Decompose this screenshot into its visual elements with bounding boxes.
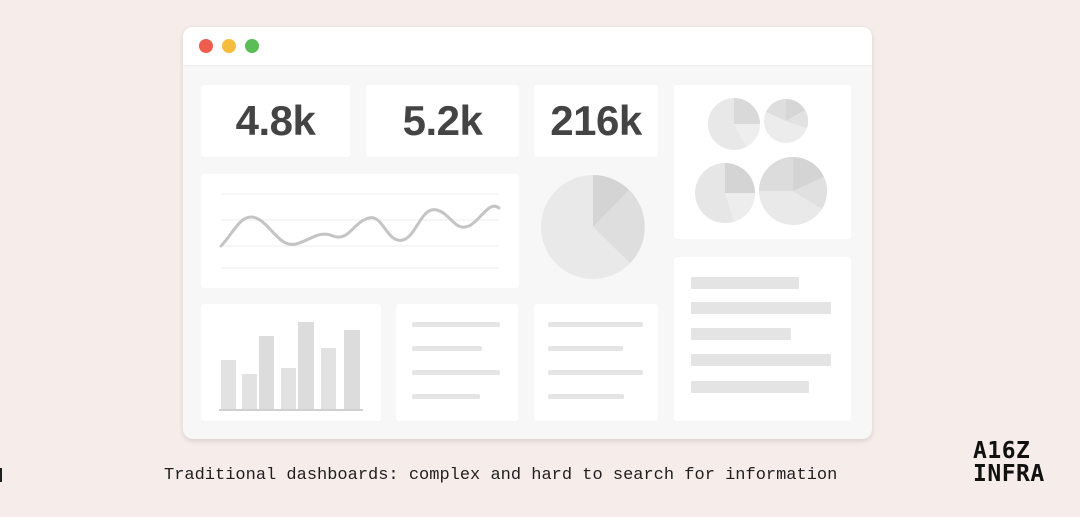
text-placeholder-lines-1 bbox=[412, 322, 500, 399]
line-chart-series bbox=[219, 204, 501, 248]
logo-line-2: INFRA bbox=[973, 461, 1045, 487]
close-dot-icon[interactable] bbox=[199, 39, 213, 53]
line-chart-card bbox=[201, 174, 519, 288]
small-pie-2 bbox=[764, 99, 809, 143]
small-pie-3 bbox=[695, 163, 756, 223]
text-lines-card-2 bbox=[534, 304, 658, 421]
bar-1 bbox=[221, 360, 236, 410]
minimize-dot-icon[interactable] bbox=[222, 39, 236, 53]
dashboard-window: 4.8k 5.2k 216k bbox=[183, 27, 872, 439]
small-pie-charts-card bbox=[674, 85, 851, 239]
text-lines-card-3 bbox=[674, 257, 851, 421]
bar-2 bbox=[242, 374, 257, 410]
bar-5 bbox=[298, 322, 314, 410]
text-placeholder-lines-2 bbox=[548, 322, 643, 399]
bar-chart bbox=[219, 322, 363, 411]
stat-card-3: 216k bbox=[534, 85, 658, 157]
bar-4 bbox=[281, 368, 296, 410]
bar-7 bbox=[344, 330, 360, 410]
text-lines-card-1 bbox=[396, 304, 518, 421]
small-pie-charts bbox=[695, 98, 828, 225]
logo-line-1: A16Z bbox=[973, 438, 1031, 464]
text-placeholder-lines-3 bbox=[691, 277, 831, 393]
bar-chart-card bbox=[201, 304, 381, 421]
window-titlebar bbox=[183, 27, 872, 66]
bar-6 bbox=[321, 348, 336, 410]
edge-mark bbox=[0, 468, 2, 482]
line-chart bbox=[219, 193, 501, 269]
small-pie-1 bbox=[708, 98, 760, 150]
stat-card-2: 5.2k bbox=[366, 85, 519, 157]
stat-card-1: 4.8k bbox=[201, 85, 350, 157]
maximize-dot-icon[interactable] bbox=[245, 39, 259, 53]
caption-text: Traditional dashboards: complex and hard… bbox=[164, 466, 838, 485]
a16z-infra-logo: A16Z INFRA bbox=[973, 440, 1045, 486]
bar-3 bbox=[259, 336, 274, 410]
small-pie-4 bbox=[759, 157, 828, 225]
large-pie-chart bbox=[541, 175, 645, 279]
